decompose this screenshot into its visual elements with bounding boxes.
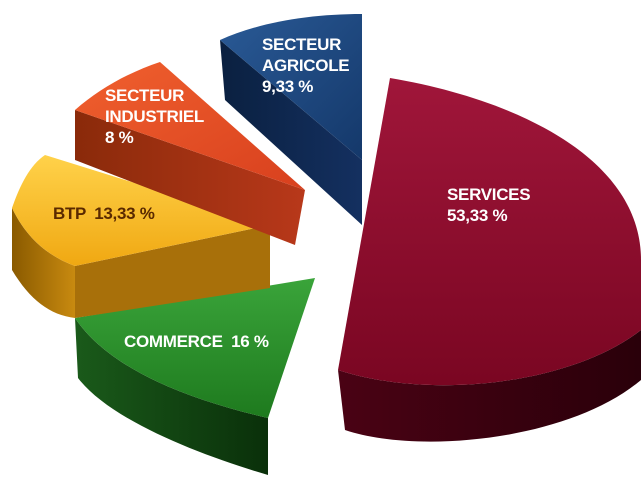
label-agricole: SECTEUR AGRICOLE 9,33 % — [262, 35, 354, 96]
slice-services-top — [338, 78, 641, 386]
label-agricole-line1: SECTEUR — [262, 35, 341, 54]
slice-agricole-side — [220, 40, 362, 225]
slice-labels: SERVICES 53,33 % COMMERCE 16 % BTP 13,33… — [53, 35, 531, 351]
slice-agricole — [220, 14, 362, 225]
slice-services — [338, 78, 641, 442]
slice-agricole-top — [220, 14, 362, 160]
label-commerce-value: 16 % — [231, 332, 269, 351]
label-services-value: 53,33 % — [447, 206, 507, 225]
slice-commerce-top — [75, 278, 315, 418]
label-agricole-line2: AGRICOLE — [262, 56, 349, 75]
slice-industriel-side — [75, 110, 305, 245]
label-services: SERVICES — [447, 185, 530, 204]
slice-industriel-top — [75, 62, 305, 190]
slice-btp — [12, 155, 270, 318]
label-industriel-line1: SECTEUR — [105, 86, 184, 105]
slice-btp-front — [75, 225, 270, 318]
slice-btp-top — [12, 155, 270, 266]
slice-commerce-side — [75, 318, 268, 475]
label-industriel: SECTEUR INDUSTRIEL 8 % — [105, 86, 208, 147]
label-services-name: SERVICES — [447, 185, 530, 204]
slice-btp-side — [12, 208, 75, 318]
slice-services-side — [338, 330, 641, 442]
slice-industriel — [75, 62, 305, 245]
slice-commerce — [75, 278, 315, 475]
label-industriel-value: 8 % — [105, 128, 134, 147]
label-btp: BTP 13,33 % — [53, 204, 155, 223]
label-agricole-value: 9,33 % — [262, 77, 313, 96]
label-commerce: COMMERCE 16 % — [124, 332, 269, 351]
label-btp-value: 13,33 % — [94, 204, 154, 223]
label-industriel-line2: INDUSTRIEL — [105, 107, 204, 126]
